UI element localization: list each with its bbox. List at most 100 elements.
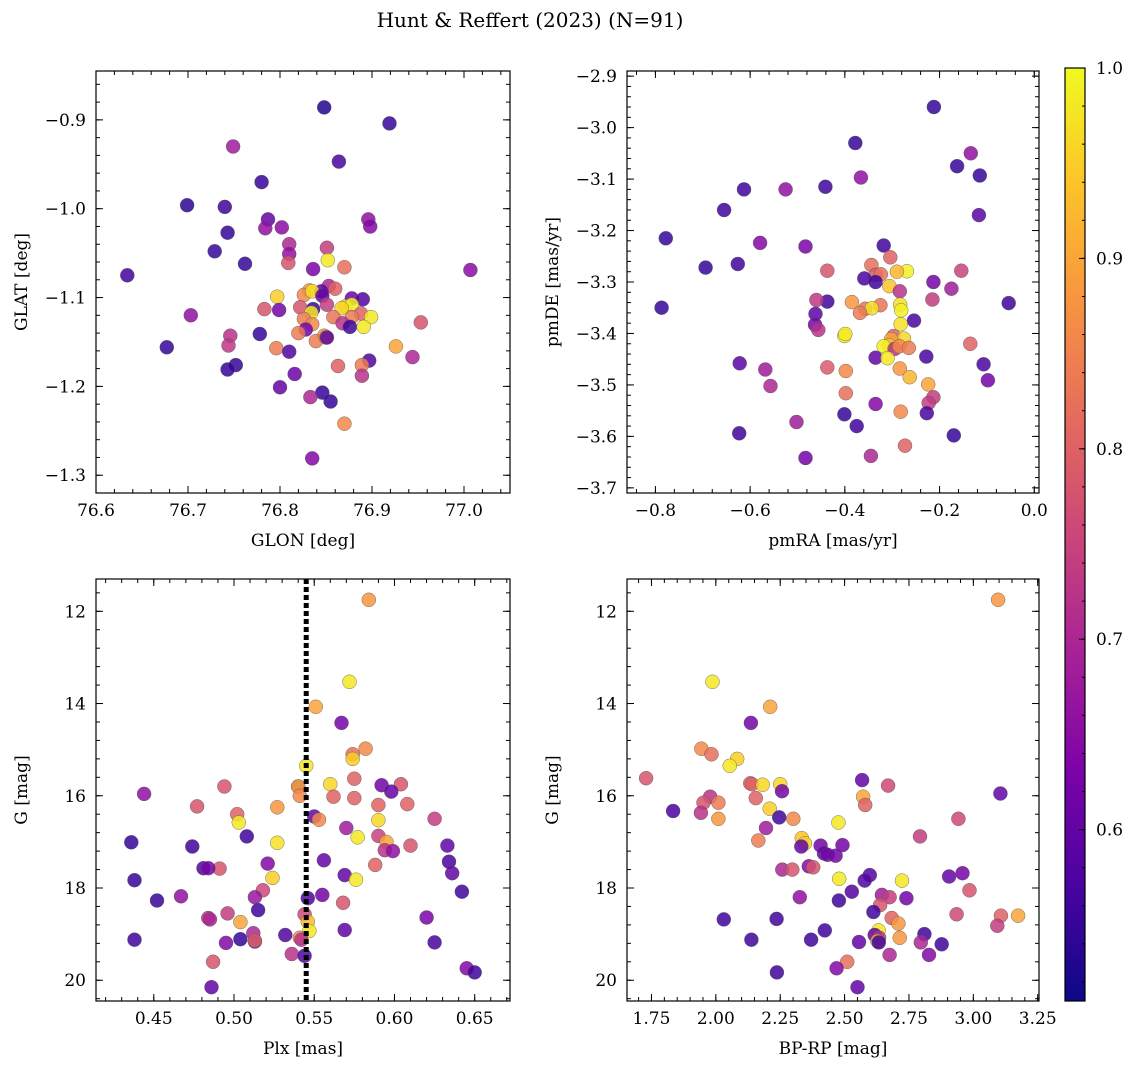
data-point	[698, 260, 713, 275]
data-point	[319, 297, 335, 312]
data-point	[233, 914, 248, 930]
data-point	[382, 116, 397, 131]
data-point	[419, 910, 434, 925]
data-point	[337, 260, 352, 275]
data-point	[831, 815, 846, 830]
data-point	[705, 674, 720, 689]
x-tick-label: 3.00	[954, 1009, 992, 1029]
data-point	[809, 292, 824, 308]
data-point	[258, 221, 273, 236]
data-point	[159, 340, 175, 355]
y-tick-label: −3.7	[576, 479, 617, 499]
y-tick-label: 12	[64, 602, 86, 622]
data-point	[789, 414, 804, 430]
data-point	[124, 835, 139, 850]
data-point	[794, 839, 809, 854]
data-point	[894, 873, 910, 888]
data-point	[755, 777, 770, 792]
data-point	[857, 873, 872, 888]
data-point	[440, 838, 455, 853]
data-point	[368, 857, 383, 873]
data-point	[798, 239, 813, 254]
data-point	[269, 341, 284, 356]
data-point	[868, 396, 883, 412]
y-axis-label: pmDE [mas/yr]	[543, 217, 563, 347]
data-point	[769, 911, 784, 927]
data-point	[127, 932, 142, 947]
x-tick-label: 0.65	[456, 1009, 494, 1029]
x-tick-label: 0.60	[376, 1009, 414, 1029]
y-tick-label: −3.4	[576, 324, 617, 344]
x-tick-label: 77.0	[445, 501, 483, 521]
data-point	[829, 961, 844, 976]
data-point	[946, 428, 961, 443]
data-point	[866, 904, 881, 920]
data-point	[342, 674, 357, 689]
x-tick-label: −0.6	[729, 501, 770, 521]
colorbar-tick-label: 0.7	[1096, 630, 1123, 650]
data-point	[120, 268, 135, 283]
y-tick-label: 16	[595, 787, 617, 807]
data-point	[853, 170, 869, 185]
y-tick-label: −3.3	[576, 273, 617, 293]
y-tick-label: −1.1	[45, 289, 86, 309]
data-point	[658, 231, 673, 246]
data-point	[758, 820, 774, 836]
y-tick-label: 18	[595, 879, 617, 899]
x-tick-label: 0.0	[1021, 501, 1048, 521]
data-point	[350, 830, 365, 845]
x-tick-label: 1.75	[633, 1009, 671, 1029]
data-point	[270, 800, 285, 815]
data-point	[962, 883, 977, 898]
data-point	[361, 592, 376, 607]
data-point	[752, 235, 768, 251]
y-axis-label: G [mag]	[543, 755, 563, 824]
data-point	[762, 801, 777, 816]
y-tick-label: −3.5	[576, 376, 617, 396]
data-point	[204, 980, 219, 995]
data-point	[704, 747, 719, 762]
data-point	[730, 256, 745, 272]
points-pm	[654, 99, 1016, 466]
data-point	[941, 869, 957, 884]
data-point	[883, 250, 898, 265]
data-point	[831, 893, 847, 908]
data-point	[844, 294, 860, 310]
data-point	[889, 264, 905, 279]
data-point	[308, 699, 323, 714]
data-point	[278, 927, 293, 943]
data-point	[393, 777, 409, 792]
data-point	[445, 866, 460, 881]
data-point	[949, 158, 965, 174]
data-point	[463, 262, 478, 278]
data-point	[315, 887, 330, 903]
data-point	[835, 837, 850, 853]
x-tick-label: 0.50	[215, 1009, 253, 1029]
data-point	[876, 238, 891, 253]
data-point	[919, 349, 934, 364]
data-point	[899, 891, 914, 906]
data-point	[354, 368, 370, 383]
data-point	[291, 325, 306, 341]
y-axis-label: GLAT [deg]	[12, 233, 32, 331]
data-point	[319, 330, 335, 345]
data-point	[217, 199, 233, 215]
data-point	[792, 890, 807, 905]
y-tick-label: −0.9	[45, 111, 86, 131]
data-point	[334, 715, 349, 731]
data-point	[693, 805, 709, 820]
data-point	[239, 829, 255, 844]
data-point	[403, 838, 418, 853]
data-point	[751, 833, 766, 848]
data-point	[850, 980, 865, 995]
y-tick-label: 14	[64, 695, 86, 715]
axes-frame	[626, 70, 1040, 494]
data-point	[716, 912, 731, 927]
x-axis-label: pmRA [mas/yr]	[768, 531, 897, 551]
data-point	[427, 935, 442, 950]
data-point	[854, 772, 870, 788]
data-point	[763, 378, 778, 394]
data-point	[345, 751, 360, 767]
points-cmd-color	[638, 592, 1026, 995]
data-point	[711, 795, 726, 810]
